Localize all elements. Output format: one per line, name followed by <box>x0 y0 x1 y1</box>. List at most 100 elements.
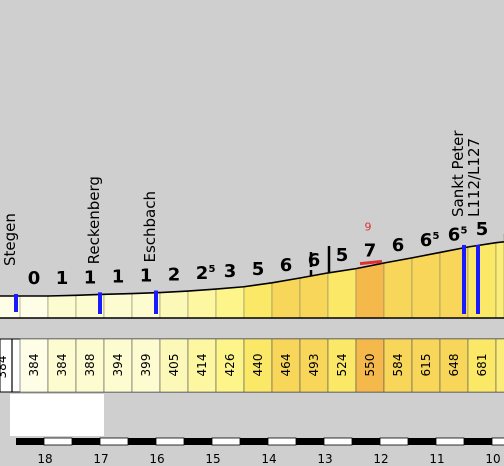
distance-tick-label: 15 <box>205 452 220 466</box>
distance-tick-label: 16 <box>149 452 164 466</box>
distance-tick-label: 14 <box>261 452 276 466</box>
blank-box <box>10 394 104 436</box>
scale-bar-light <box>99 437 129 446</box>
profile-segment <box>187 288 217 319</box>
grade-sup-label: 5 <box>209 264 216 275</box>
elevation-cell <box>243 338 273 393</box>
profile-segment <box>355 262 385 319</box>
elevation-cell <box>355 338 385 393</box>
grade-label: 6 <box>420 230 433 251</box>
elevation-cell <box>215 338 245 393</box>
scale-bar-dark <box>184 438 212 445</box>
grade-label: 3 <box>224 261 237 282</box>
profile-outline <box>0 234 504 297</box>
profile-segment <box>19 295 49 319</box>
profile-segment <box>159 290 189 319</box>
scale-bar-dark <box>296 438 324 445</box>
scale-bar-dark <box>352 438 380 445</box>
elevation-label: 384 <box>0 356 9 379</box>
elevation-label: 493 <box>307 354 321 377</box>
elevation-label: 399 <box>139 354 153 377</box>
scale-bar-dark <box>464 438 492 445</box>
place-marker <box>476 244 480 314</box>
distance-panel <box>104 394 504 434</box>
scale-bar-light <box>267 437 297 446</box>
grade-label: 2 <box>168 265 181 286</box>
elevation-cell <box>19 338 49 393</box>
elevation-label: 426 <box>223 354 237 377</box>
place-marker <box>98 292 102 314</box>
elevation-label: 414 <box>195 354 209 377</box>
grade-label: 5 <box>252 259 265 280</box>
distance-tick-label: 11 <box>429 452 444 466</box>
elevation-cell <box>495 338 504 393</box>
scale-bar-light <box>211 437 241 446</box>
profile-segment <box>271 277 301 319</box>
scale-bar-light <box>379 437 409 446</box>
elevation-cell <box>187 338 217 393</box>
elevation-label: 584 <box>391 354 405 377</box>
profile-segment <box>411 252 441 319</box>
elevation-label: 648 <box>447 354 461 377</box>
scale-bar-dark <box>16 438 44 445</box>
profile-segment <box>327 268 357 319</box>
elevation-cell <box>411 338 441 393</box>
grade-label: 6 <box>308 250 321 271</box>
profile-segment <box>467 242 497 319</box>
scale-bar-light <box>491 437 504 446</box>
grade-label: 2 <box>196 263 209 284</box>
scale-bar-dark <box>240 438 268 445</box>
grade-label: 1 <box>56 268 69 289</box>
distance-tick-label: 13 <box>317 452 332 466</box>
scale-bar-dark <box>128 438 156 445</box>
place-marker <box>154 290 158 314</box>
profile-segment <box>103 293 133 319</box>
grade-label: 6 <box>392 235 405 256</box>
elevation-cell <box>299 338 329 393</box>
place-label: Stegen <box>1 213 19 266</box>
place-marker <box>462 244 466 314</box>
grade-label: 6 <box>448 224 461 245</box>
profile-segment <box>243 282 273 319</box>
max-grade-label: 9 <box>365 221 372 234</box>
elevation-label: 550 <box>363 354 377 377</box>
elevation-label: 405 <box>167 354 181 377</box>
elevation-label: 394 <box>111 354 125 377</box>
scale-bar-light <box>155 437 185 446</box>
place-label: Sankt Peter <box>449 130 467 217</box>
elevation-cell <box>439 338 469 393</box>
distance-tick-label: 17 <box>93 452 108 466</box>
grade-label: 5 <box>336 245 349 266</box>
elevation-cell <box>131 338 161 393</box>
scale-bar-dark <box>72 438 100 445</box>
elevation-cell <box>47 338 77 393</box>
elevation-cell <box>327 338 357 393</box>
profile-segment <box>215 286 245 319</box>
grade-label: 1 <box>84 267 97 288</box>
elevation-label: 524 <box>335 354 349 377</box>
grade-label: 6 <box>280 255 293 276</box>
place-label: Eschbach <box>141 191 159 263</box>
distance-tick-label: 12 <box>373 452 388 466</box>
scale-bar-light <box>323 437 353 446</box>
elevation-label: 681 <box>475 354 489 377</box>
elevation-label: 440 <box>251 354 265 377</box>
distance-tick-label: 18 <box>37 452 52 466</box>
profile-segment <box>299 272 329 319</box>
grade-label: 0 <box>28 268 41 289</box>
grade-label: 5 <box>476 219 489 240</box>
distance-tick-label: 10 <box>485 452 500 466</box>
scale-bar-light <box>435 437 465 446</box>
elevation-label: 388 <box>83 354 97 377</box>
elevation-label: 615 <box>419 354 433 377</box>
grade-label: 1 <box>140 266 153 287</box>
profile-segment <box>383 257 413 319</box>
elevation-label: 384 <box>55 354 69 377</box>
place-label: Reckenberg <box>85 176 103 264</box>
grade-label: 1 <box>112 266 125 287</box>
elevation-label: 384 <box>27 354 41 377</box>
grade-label: 7 <box>364 241 377 262</box>
max-grade-marker <box>359 259 383 266</box>
profile-segment <box>47 295 77 319</box>
